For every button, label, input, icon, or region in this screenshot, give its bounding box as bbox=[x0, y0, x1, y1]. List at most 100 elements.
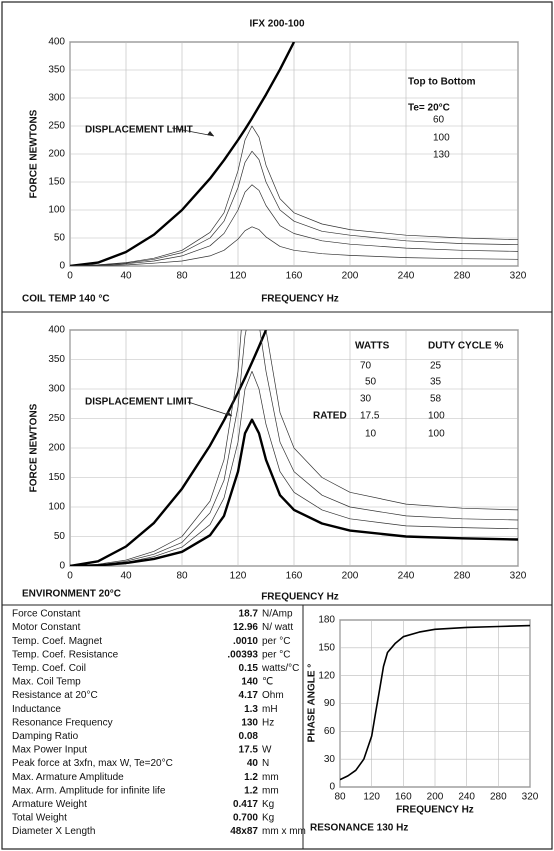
spec-value: 1.3 bbox=[244, 704, 258, 715]
annotation: 70 bbox=[360, 361, 372, 372]
spec-label: Max. Coil Temp bbox=[12, 677, 81, 688]
annotation: 50 bbox=[365, 377, 377, 388]
spec-label: Max Power Input bbox=[12, 745, 87, 756]
spec-unit: W bbox=[262, 745, 272, 756]
spec-unit: N/Amp bbox=[262, 609, 293, 620]
y-tick-label: 350 bbox=[48, 65, 65, 76]
x-axis-label: FREQUENCY Hz bbox=[261, 294, 339, 305]
y-tick-label: 120 bbox=[318, 670, 335, 681]
spec-unit: per °C bbox=[262, 649, 290, 660]
annotation: 100 bbox=[428, 429, 445, 440]
plot-clip bbox=[70, 42, 518, 266]
series-line bbox=[70, 42, 296, 266]
x-tick-label: 120 bbox=[230, 571, 247, 582]
spec-value: 1.2 bbox=[244, 785, 258, 796]
x-tick-label: 280 bbox=[490, 792, 507, 803]
y-tick-label: 0 bbox=[59, 561, 65, 572]
spec-value: 17.5 bbox=[239, 745, 259, 756]
x-tick-label: 80 bbox=[334, 792, 346, 803]
spec-value: 40 bbox=[247, 758, 259, 769]
annotation: 10 bbox=[365, 429, 377, 440]
y-tick-label: 300 bbox=[48, 93, 65, 104]
chart-title: IFX 200-100 bbox=[249, 19, 304, 30]
spec-label: Damping Ratio bbox=[12, 731, 79, 742]
plot-clip bbox=[340, 624, 530, 781]
annotation: 60 bbox=[433, 115, 445, 126]
spec-unit: Hz bbox=[262, 717, 274, 728]
plot-clip bbox=[70, 330, 518, 566]
spec-label: Inductance bbox=[12, 704, 61, 715]
annotation: DISPLACEMENT LIMIT bbox=[85, 125, 193, 136]
spec-unit: mm x mm bbox=[262, 826, 306, 837]
spec-value: 130 bbox=[241, 717, 258, 728]
spec-label: Temp. Coef. Resistance bbox=[12, 649, 119, 660]
annotation-arrow bbox=[187, 401, 233, 417]
spec-value: .00393 bbox=[227, 649, 258, 660]
spec-unit: Kg bbox=[262, 813, 274, 824]
x-tick-label: 320 bbox=[510, 271, 527, 282]
y-axis-label: PHASE ANGLE ° bbox=[307, 664, 318, 743]
annotation: 130 bbox=[433, 150, 450, 161]
x-tick-label: 160 bbox=[286, 571, 303, 582]
y-tick-label: 60 bbox=[324, 726, 336, 737]
x-tick-label: 240 bbox=[398, 271, 415, 282]
annotation: DUTY CYCLE % bbox=[428, 341, 503, 352]
y-tick-label: 200 bbox=[48, 443, 65, 454]
annotation: RATED bbox=[313, 411, 347, 422]
series-line bbox=[70, 226, 518, 266]
annotation: 30 bbox=[360, 394, 372, 405]
annotation: 58 bbox=[430, 394, 442, 405]
spec-label: Diameter X Length bbox=[12, 826, 95, 837]
spec-unit: ℃ bbox=[262, 677, 273, 688]
annotation: 17.5 bbox=[360, 411, 380, 422]
y-tick-label: 50 bbox=[54, 531, 66, 542]
annotation-arrow bbox=[171, 127, 215, 137]
annotation: WATTS bbox=[355, 341, 390, 352]
arrow-head bbox=[225, 411, 232, 416]
spec-unit: watts/°C bbox=[261, 663, 299, 674]
spec-label: Total Weight bbox=[12, 813, 67, 824]
spec-label: Armature Weight bbox=[12, 799, 87, 810]
annotation: ENVIRONMENT 20°C bbox=[22, 589, 121, 600]
x-tick-label: 0 bbox=[67, 271, 73, 282]
spec-unit: mm bbox=[262, 772, 279, 783]
spec-value: 1.2 bbox=[244, 772, 258, 783]
spec-value: .0010 bbox=[233, 636, 258, 647]
x-tick-label: 240 bbox=[398, 571, 415, 582]
y-tick-label: 50 bbox=[54, 233, 66, 244]
spec-value: 12.96 bbox=[233, 622, 258, 633]
x-tick-label: 240 bbox=[458, 792, 475, 803]
y-tick-label: 400 bbox=[48, 37, 65, 48]
series-line bbox=[70, 330, 518, 566]
y-tick-label: 150 bbox=[318, 642, 335, 653]
spec-label: Max. Arm. Amplitude for infinite life bbox=[12, 785, 166, 796]
series-line bbox=[340, 624, 530, 781]
x-tick-label: 80 bbox=[176, 271, 188, 282]
series-line bbox=[70, 125, 518, 266]
x-tick-label: 160 bbox=[395, 792, 412, 803]
annotation: 100 bbox=[433, 133, 450, 144]
spec-label: Peak force at 3xfn, max W, Te=20°C bbox=[12, 758, 173, 769]
y-tick-label: 30 bbox=[324, 754, 336, 765]
spec-unit: Kg bbox=[262, 799, 274, 810]
annotation: 25 bbox=[430, 361, 442, 372]
x-tick-label: 40 bbox=[120, 571, 132, 582]
y-tick-label: 150 bbox=[48, 177, 65, 188]
annotation: 35 bbox=[430, 377, 442, 388]
series-line bbox=[70, 370, 518, 566]
y-axis-label: FORCE NEWTONS bbox=[29, 403, 40, 492]
series-line bbox=[70, 184, 518, 266]
spec-value: 4.17 bbox=[239, 690, 259, 701]
x-tick-label: 120 bbox=[363, 792, 380, 803]
x-axis-label: FREQUENCY Hz bbox=[261, 592, 339, 603]
series-line bbox=[70, 330, 518, 566]
x-tick-label: 200 bbox=[427, 792, 444, 803]
x-tick-label: 280 bbox=[454, 571, 471, 582]
x-tick-label: 40 bbox=[120, 271, 132, 282]
spec-value: 140 bbox=[241, 677, 258, 688]
y-tick-label: 200 bbox=[48, 149, 65, 160]
spec-label: Motor Constant bbox=[12, 622, 81, 633]
annotation: DISPLACEMENT LIMIT bbox=[85, 397, 193, 408]
